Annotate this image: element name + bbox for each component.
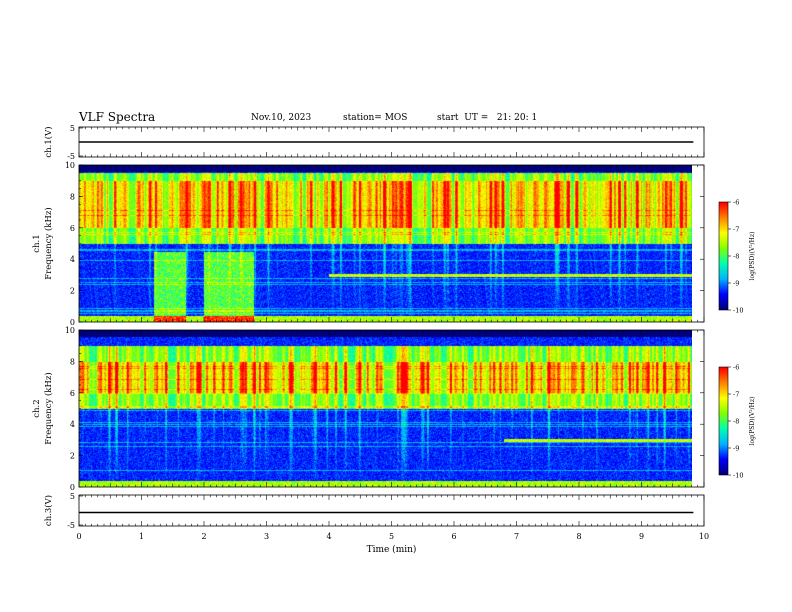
- ytick-label-1-2: 4: [70, 255, 75, 264]
- xtick-label-8: 8: [576, 532, 581, 541]
- ytick-label-3-1: -5: [67, 521, 75, 530]
- ytick-label-2-2: 4: [70, 420, 75, 429]
- header-start-time: start UT = 21: 20: 1: [437, 113, 538, 123]
- ylabel-0: ch.1(V): [43, 126, 54, 157]
- ytick-label-2-3: 6: [70, 389, 75, 398]
- xtick-label-9: 9: [639, 532, 644, 541]
- header-title: VLF Spectra: [79, 110, 156, 124]
- ytick-label-2-5: 10: [65, 326, 75, 335]
- ytick-label-1-5: 10: [65, 161, 75, 170]
- xtick-label-0: 0: [76, 532, 81, 541]
- xtick-label-2: 2: [201, 532, 206, 541]
- ytick-label-1-3: 6: [70, 224, 75, 233]
- spectrogram-image-1: [79, 165, 692, 322]
- ytick-label-0-1: -5: [67, 152, 75, 161]
- xtick-label-7: 7: [514, 532, 519, 541]
- colorbar-tick-label-2-1: -7: [733, 391, 739, 399]
- colorbar-tick-label-1-3: -9: [733, 280, 739, 288]
- colorbar-tick-label-1-2: -8: [733, 253, 739, 261]
- xtick-label-5: 5: [389, 532, 394, 541]
- header-station: station= MOS: [343, 113, 408, 123]
- xtick-label-10: 10: [699, 532, 709, 541]
- xtick-label-1: 1: [139, 532, 144, 541]
- channel-label-2: ch.2: [32, 399, 42, 417]
- colorbar-1: [719, 202, 728, 310]
- xtick-label-4: 4: [326, 532, 331, 541]
- ytick-label-2-1: 2: [70, 452, 75, 461]
- header-date: Nov.10, 2023: [251, 113, 312, 123]
- colorbar-tick-label-1-1: -7: [733, 226, 739, 234]
- ytick-label-1-0: 0: [70, 318, 75, 327]
- axes-frames: [78, 126, 731, 527]
- colorbar-tick-label-2-3: -9: [733, 445, 739, 453]
- ylabel-1: Frequency (kHz): [43, 207, 54, 279]
- spectrogram-images: [79, 165, 728, 487]
- colorbar-2: [719, 367, 728, 475]
- ytick-label-1-1: 2: [70, 287, 75, 296]
- colorbar-tick-label-2-4: -10: [733, 472, 743, 480]
- ytick-label-2-0: 0: [70, 483, 75, 492]
- colorbar-tick-label-2-0: -6: [733, 364, 739, 372]
- colorbar-tick-label-2-2: -8: [733, 418, 739, 426]
- ylabel-3: ch.3(V): [43, 495, 54, 526]
- waveform-lines: [79, 141, 694, 514]
- xtick-label-3: 3: [264, 532, 269, 541]
- colorbar-tick-label-1-0: -6: [733, 199, 739, 207]
- colorbar-label-2: log(PSD)(V²/Hz): [749, 397, 756, 446]
- ytick-label-1-4: 8: [70, 192, 75, 201]
- colorbar-tick-label-1-4: -10: [733, 307, 743, 315]
- ytick-label-3-0: 5: [70, 492, 75, 501]
- colorbar-label-1: log(PSD)(V²/Hz): [749, 232, 756, 281]
- spectrogram-image-2: [79, 330, 692, 487]
- ylabel-2: Frequency (kHz): [43, 372, 54, 444]
- xaxis-label: Time (min): [367, 544, 417, 555]
- ytick-label-0-0: 5: [70, 124, 75, 133]
- xtick-label-6: 6: [451, 532, 456, 541]
- channel-label-1: ch.1: [32, 234, 42, 252]
- ytick-label-2-4: 8: [70, 357, 75, 366]
